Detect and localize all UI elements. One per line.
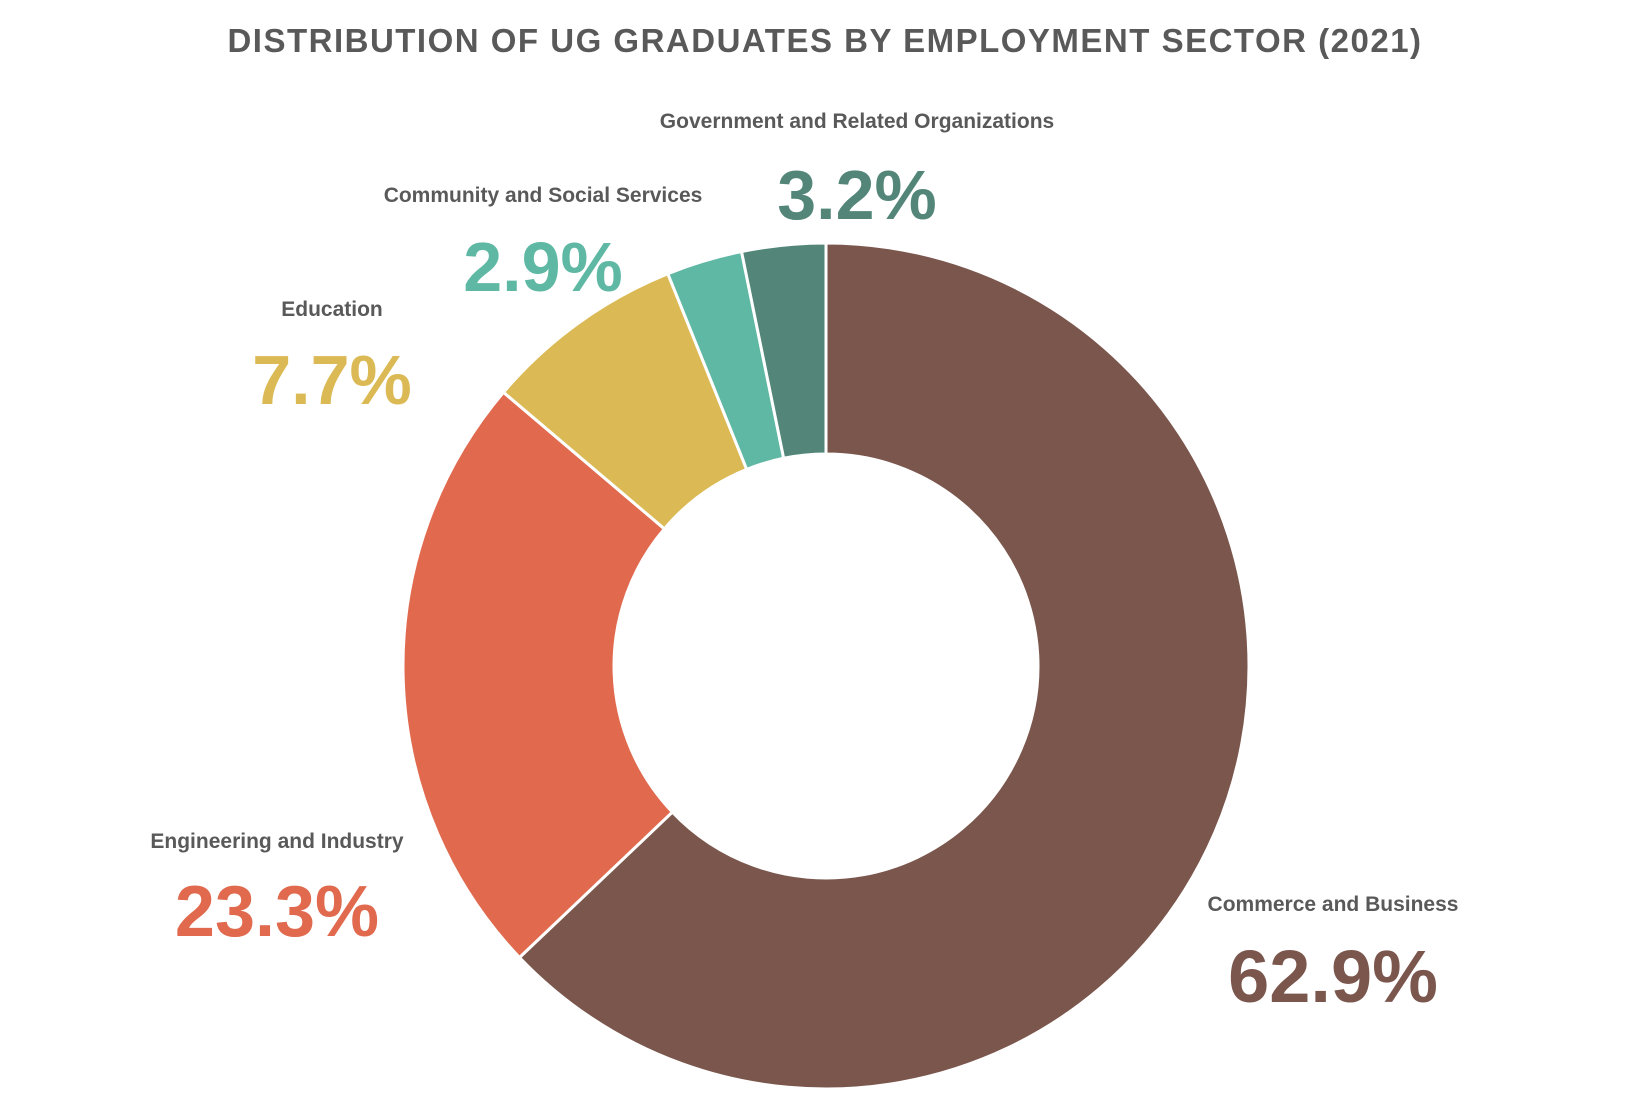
slice-government [739, 241, 828, 461]
label-commerce: Commerce and Business [1207, 893, 1459, 916]
value-engineering: 23.3% [174, 872, 380, 952]
chart-title: DISTRIBUTION OF UG GRADUATES BY EMPLOYME… [227, 22, 1423, 59]
value-community: 2.9% [463, 228, 623, 306]
label-education: Education [281, 298, 383, 321]
value-education: 7.7% [252, 341, 412, 419]
label-government: Government and Related Organizations [659, 110, 1055, 133]
label-engineering: Engineering and Industry [150, 830, 404, 853]
value-government: 3.2% [777, 156, 937, 234]
slice-commerce [517, 241, 1251, 1091]
label-community: Community and Social Services [383, 184, 703, 207]
value-commerce: 62.9% [1228, 935, 1438, 1018]
slice-engineering [401, 390, 675, 960]
